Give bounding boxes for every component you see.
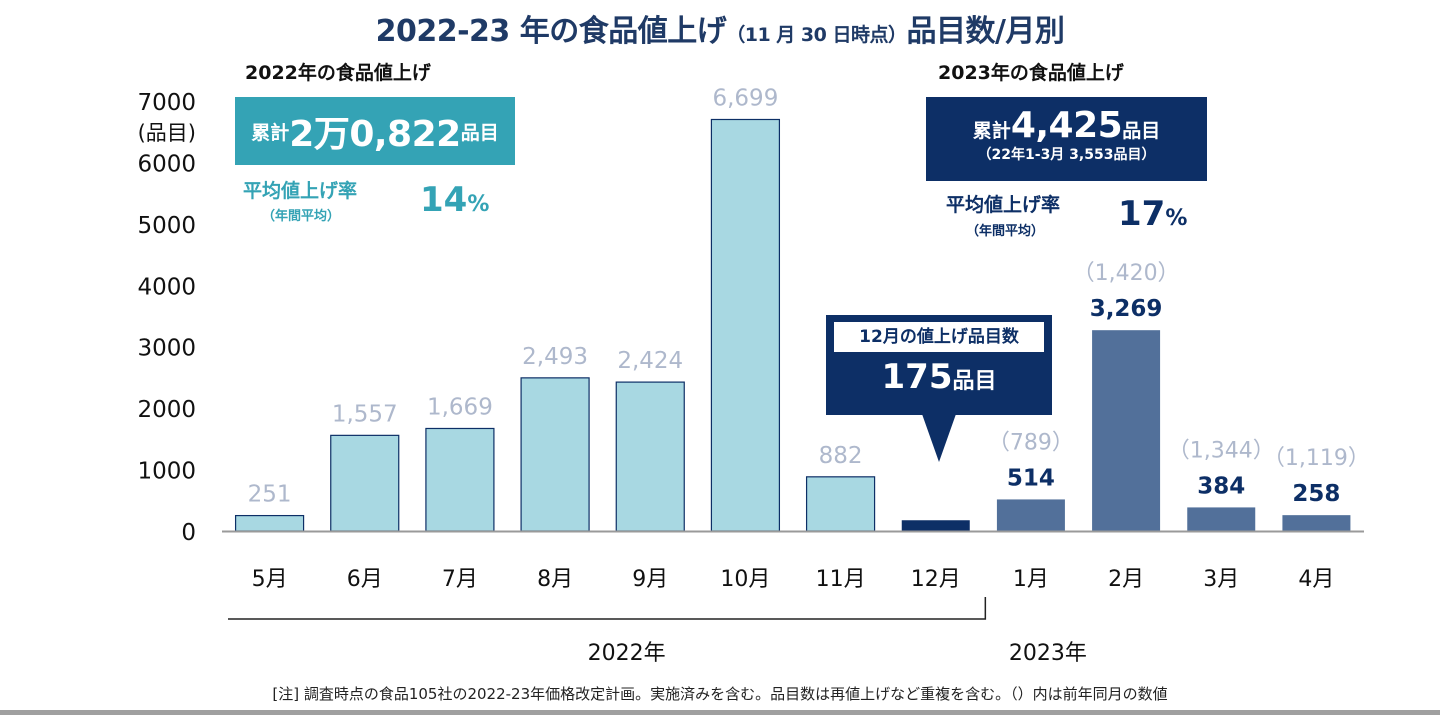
bar [330, 434, 400, 532]
x-axis: 5月 6月 7月 8月 9月 10月 11月 12月 1月 2月 3月 4月 [222, 530, 1364, 592]
section-title-2022: 2022年の食品値上げ [245, 62, 431, 84]
year-groups: 2022年 2023年 [228, 597, 1087, 666]
x-tick-label: 2月 [1108, 567, 1144, 592]
data-label: 1,669 [427, 394, 493, 420]
rate-value-2022: 14% [420, 180, 489, 220]
rate-label-2022: 平均値上げ率 [243, 180, 358, 202]
y-tick-label: 1000 [137, 459, 196, 485]
callout-number: 175 [881, 357, 953, 397]
bar [520, 377, 590, 532]
previous-year-label: （1,420） [1073, 261, 1180, 286]
title-subtitle: （11 月 30 日時点） [726, 24, 907, 46]
x-tick-label: 11月 [816, 567, 866, 592]
x-tick-label: 10月 [720, 567, 770, 592]
rate-number-2022: 14 [420, 180, 468, 220]
data-label: 2,424 [617, 348, 683, 374]
y-tick-label: 0 [181, 520, 196, 546]
y-tick-label: 7000 [137, 90, 196, 116]
year-label-2022: 2022年 [588, 641, 666, 666]
data-label: 6,699 [712, 85, 778, 111]
data-label: 882 [819, 443, 863, 469]
total-prefix-2023: 累計 [972, 120, 1011, 142]
data-label: 258 [1292, 481, 1340, 507]
bars [234, 118, 1351, 532]
y-tick-label: 5000 [137, 213, 196, 239]
x-tick-label: 3月 [1203, 567, 1239, 592]
data-label: 2,493 [522, 344, 588, 370]
rate-sub-2023: （年間平均） [966, 224, 1045, 239]
bar [996, 499, 1065, 531]
rate-label-2023: 平均値上げ率 [946, 194, 1061, 216]
y-tick-label: 4000 [137, 274, 196, 300]
title-main: 2022-23 年の食品値上げ [375, 14, 727, 49]
rate-sub-2022: （年間平均） [262, 209, 341, 224]
x-tick-label: 1月 [1013, 567, 1049, 592]
data-label: 514 [1007, 465, 1055, 491]
total-box-2023: 累計4,425品目 （22年1-3月 3,553品目） [926, 97, 1207, 181]
bar [901, 520, 970, 531]
bar [425, 427, 495, 532]
rate-percent-2022: % [467, 192, 490, 217]
footnote: [注] 調査時点の食品105社の2022-23年価格改定計画。実施済みを含む。品… [272, 685, 1168, 703]
y-axis: 0 1000 2000 3000 4000 5000 6000 7000 (品目) [137, 90, 196, 546]
title-end: 品目数/月別 [906, 14, 1065, 49]
rate-number-2023: 17 [1118, 194, 1166, 234]
december-callout: 12月の値上げ品目数 175品目 [826, 315, 1052, 415]
year-label-2023: 2023年 [1009, 641, 1087, 666]
y-tick-label: 6000 [137, 151, 196, 177]
total-box-2022: 累計 2万0,822 品目 [235, 97, 515, 165]
bar [615, 381, 685, 532]
x-tick-label: 6月 [347, 567, 383, 592]
x-tick-label: 7月 [442, 567, 478, 592]
total-prefix-2022: 累計 [251, 121, 290, 144]
x-tick-label: 4月 [1298, 567, 1334, 592]
section-title-2023: 2023年の食品値上げ [938, 62, 1124, 84]
y-axis-unit: (品目) [138, 121, 196, 145]
total-unit-2023: 品目 [1122, 120, 1161, 142]
previous-year-label: （789） [988, 430, 1074, 455]
x-tick-label: 9月 [632, 567, 668, 592]
bar [1282, 515, 1351, 531]
data-label: 1,557 [332, 401, 398, 427]
total-value-2023: 4,425 [1010, 105, 1123, 146]
rate-value-2023: 17% [1118, 194, 1187, 234]
x-tick-label: 5月 [252, 567, 288, 592]
callout-value: 175品目 [826, 357, 1052, 397]
x-tick-label: 8月 [537, 567, 573, 592]
callout-pointer [922, 414, 956, 462]
data-label: 384 [1197, 473, 1245, 499]
bottom-border [0, 710, 1440, 715]
bar [1092, 330, 1161, 531]
x-tick-label: 12月 [911, 567, 961, 592]
data-label: 251 [248, 482, 292, 508]
callout-unit: 品目 [952, 369, 997, 394]
callout-header: 12月の値上げ品目数 [834, 322, 1044, 352]
previous-year-label: （1,119） [1263, 446, 1370, 471]
data-label: 3,269 [1090, 296, 1163, 322]
rate-percent-2023: % [1165, 206, 1188, 231]
previous-year-label: （1,344） [1168, 438, 1275, 463]
y-tick-label: 3000 [137, 336, 196, 362]
comparison-2023: （22年1-3月 3,553品目） [977, 147, 1156, 163]
year-bracket-2022 [228, 597, 987, 620]
chart-title: 2022-23 年の食品値上げ（11 月 30 日時点）品目数/月別 [0, 6, 1440, 50]
value-labels: 251 1,557 1,669 2,493 2,424 6,699 882 514 （789） 3… [248, 85, 1370, 507]
bar [1187, 507, 1256, 531]
total-unit-2022: 品目 [460, 121, 499, 144]
bar [234, 514, 305, 532]
y-tick-label: 2000 [137, 397, 196, 423]
total-value-2022: 2万0,822 [289, 114, 461, 155]
bar [805, 476, 876, 532]
bar [710, 118, 781, 532]
